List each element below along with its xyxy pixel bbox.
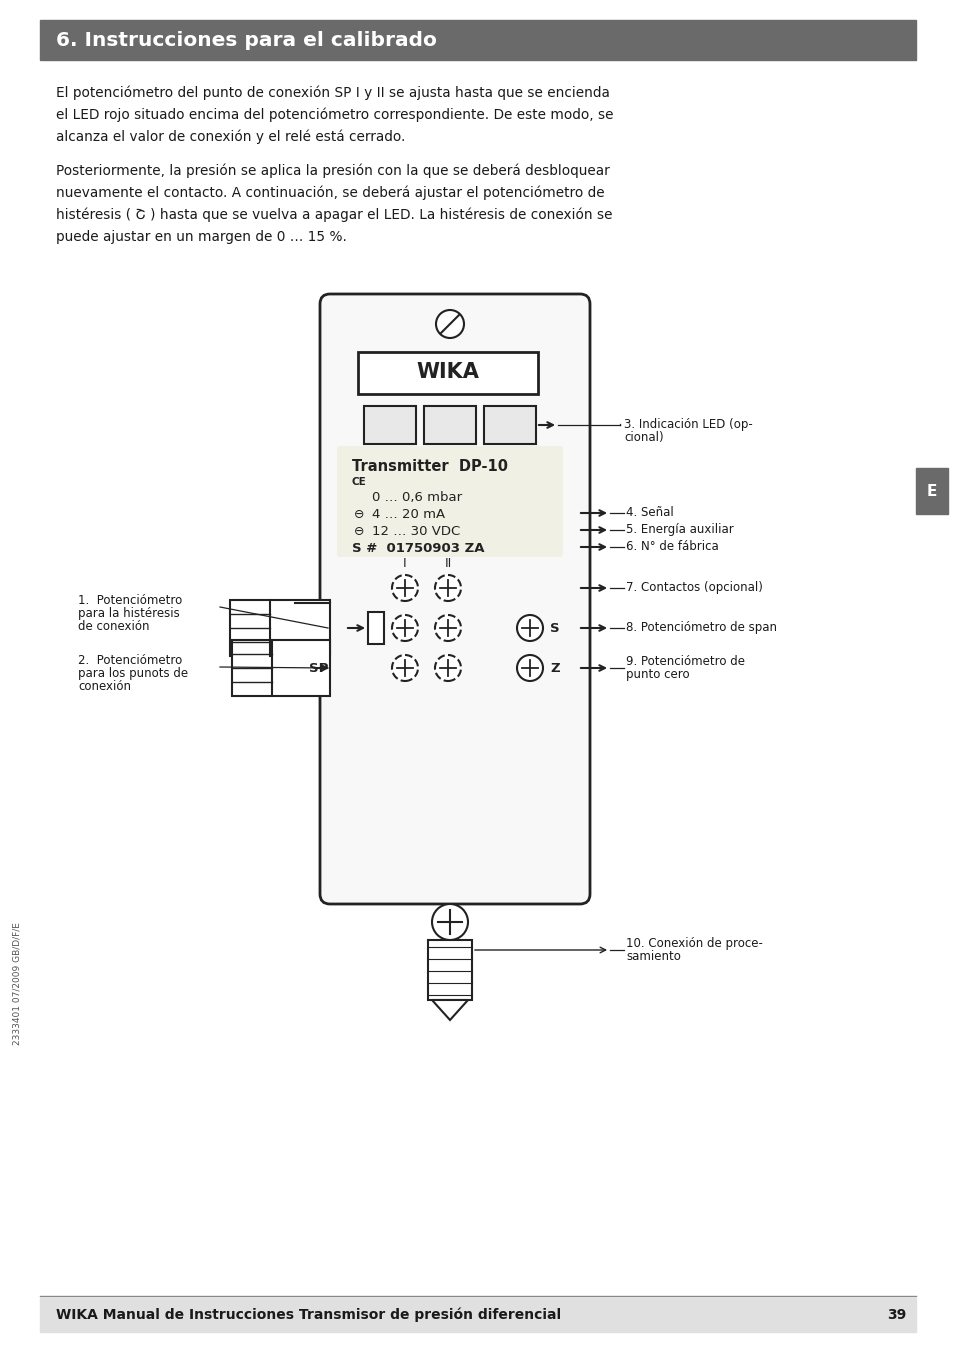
Circle shape [435, 615, 460, 640]
Bar [483, 406, 536, 444]
Text: 8. Potenciómetro de span: 8. Potenciómetro de span [625, 621, 776, 635]
Text: WIKA: WIKA [416, 362, 479, 382]
Text: ⊖: ⊖ [354, 508, 364, 521]
Text: 12 … 30 VDC: 12 … 30 VDC [372, 525, 459, 538]
Text: cional): cional) [623, 431, 663, 444]
Bar [428, 940, 472, 1001]
Circle shape [392, 615, 417, 640]
Bar [364, 406, 416, 444]
FancyBboxPatch shape [336, 445, 562, 556]
Bar [40, 1298, 915, 1332]
Text: 2333401 07/2009 GB/D/F/E: 2333401 07/2009 GB/D/F/E [12, 922, 22, 1045]
Text: 39: 39 [886, 1308, 905, 1322]
Bar [423, 406, 476, 444]
Text: samiento: samiento [625, 951, 680, 963]
Text: II: II [444, 556, 451, 570]
Text: Transmitter  DP-10: Transmitter DP-10 [352, 459, 507, 474]
Circle shape [517, 655, 542, 681]
Text: 3. Indicación LED (op-: 3. Indicación LED (op- [623, 418, 752, 431]
Text: S #  01750903 ZA: S # 01750903 ZA [352, 542, 484, 555]
Circle shape [435, 575, 460, 601]
Bar [368, 612, 384, 645]
Text: SP: SP [309, 662, 328, 674]
Text: Z: Z [550, 662, 559, 674]
Text: 6. N° de fábrica: 6. N° de fábrica [625, 540, 718, 554]
Bar [357, 352, 537, 394]
Circle shape [517, 615, 542, 640]
Text: CE: CE [352, 477, 366, 487]
Text: 4 … 20 mA: 4 … 20 mA [372, 508, 445, 521]
Circle shape [392, 655, 417, 681]
Text: 7. Contactos (opcional): 7. Contactos (opcional) [625, 581, 762, 594]
Circle shape [435, 655, 460, 681]
Text: Posteriormente, la presión se aplica la presión con la que se deberá desbloquear: Posteriormente, la presión se aplica la … [56, 164, 612, 244]
Text: WIKA Manual de Instrucciones Transmisor de presión diferencial: WIKA Manual de Instrucciones Transmisor … [56, 1308, 560, 1323]
Text: ⊖: ⊖ [354, 525, 364, 538]
Text: para los punots de: para los punots de [78, 668, 188, 680]
Circle shape [436, 310, 463, 338]
Polygon shape [432, 1001, 468, 1020]
Text: 5. Energía auxiliar: 5. Energía auxiliar [625, 524, 733, 536]
Text: El potenciómetro del punto de conexión SP I y II se ajusta hasta que se encienda: El potenciómetro del punto de conexión S… [56, 87, 613, 145]
Text: conexión: conexión [78, 680, 131, 693]
Text: I: I [403, 556, 406, 570]
Bar [230, 600, 330, 655]
FancyBboxPatch shape [319, 294, 589, 904]
Text: 9. Potenciómetro de: 9. Potenciómetro de [625, 655, 744, 668]
Text: 6. Instrucciones para el calibrado: 6. Instrucciones para el calibrado [56, 31, 436, 50]
Text: 4. Señal: 4. Señal [625, 506, 673, 520]
Text: 0 … 0,6 mbar: 0 … 0,6 mbar [372, 492, 461, 504]
Text: E: E [926, 483, 936, 498]
Text: 2.  Potenciómetro: 2. Potenciómetro [78, 654, 182, 668]
Text: de conexión: de conexión [78, 620, 150, 634]
Text: para la histéresis: para la histéresis [78, 607, 179, 620]
Bar [232, 640, 330, 696]
Bar [915, 468, 947, 515]
Text: 1.  Potenciómetro: 1. Potenciómetro [78, 594, 182, 607]
Circle shape [432, 904, 468, 940]
Text: punto cero: punto cero [625, 668, 689, 681]
Text: S: S [550, 621, 559, 635]
Text: 10. Conexión de proce-: 10. Conexión de proce- [625, 937, 762, 951]
Circle shape [392, 575, 417, 601]
Bar [40, 20, 915, 60]
